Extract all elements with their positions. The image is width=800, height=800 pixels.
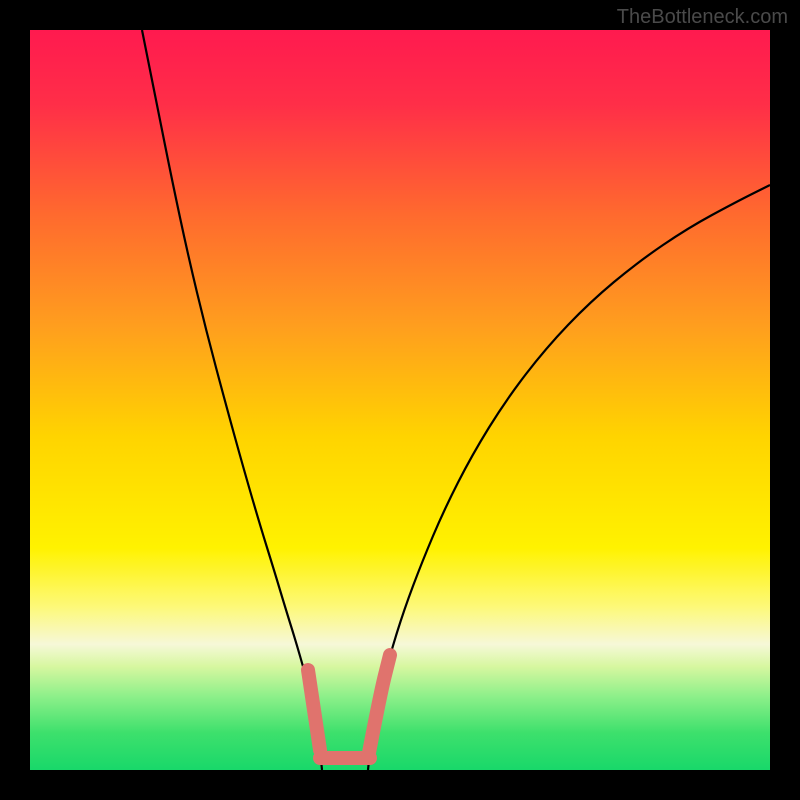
accent-right-segment (368, 655, 390, 758)
plot-area (30, 30, 770, 770)
left-curve (142, 30, 322, 770)
watermark: TheBottleneck.com (617, 6, 788, 29)
right-curve (368, 185, 770, 770)
curves-layer (30, 30, 770, 770)
accent-left-segment (308, 670, 320, 750)
